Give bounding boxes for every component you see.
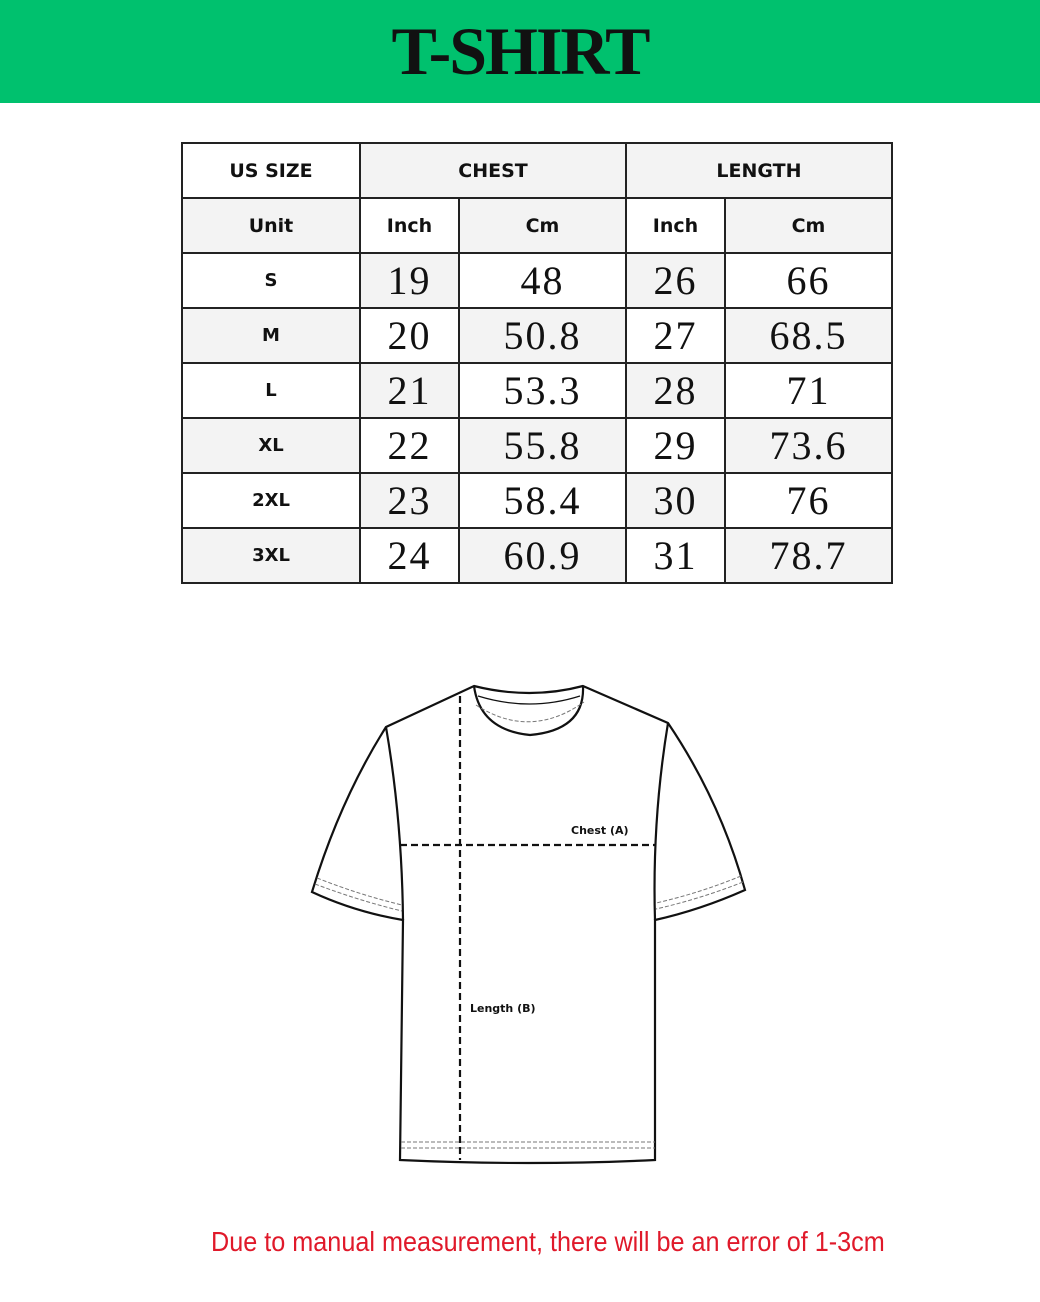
unit-chest-cm: Cm <box>457 197 627 254</box>
tshirt-outline <box>310 684 747 1165</box>
cell-size: XL <box>181 417 361 474</box>
page-title: T-SHIRT <box>391 13 650 89</box>
table-header-row: US SIZE CHEST LENGTH <box>181 142 894 199</box>
cell-length-inch: 26 <box>624 252 726 309</box>
stitch-lines <box>314 701 744 1149</box>
header-us-size: US SIZE <box>181 142 361 199</box>
cell-size: 3XL <box>181 527 361 584</box>
size-chart-table: US SIZE CHEST LENGTH Unit Inch Cm Inch C… <box>181 142 894 584</box>
header-length: LENGTH <box>624 142 894 199</box>
cell-chest-inch: 21 <box>359 362 460 419</box>
measurement-note: Due to manual measurement, there will be… <box>211 1226 885 1257</box>
cell-chest-inch: 22 <box>359 417 460 474</box>
cell-length-cm: 71 <box>723 362 894 419</box>
cell-length-inch: 28 <box>624 362 726 419</box>
table-row: L 21 53.3 28 71 <box>181 362 894 419</box>
unit-length-inch: Inch <box>624 197 726 254</box>
header-chest: CHEST <box>359 142 627 199</box>
cell-chest-inch: 24 <box>359 527 460 584</box>
cell-chest-cm: 55.8 <box>457 417 627 474</box>
cell-chest-inch: 20 <box>359 307 460 364</box>
measure-lines <box>400 696 655 1160</box>
cell-length-inch: 29 <box>624 417 726 474</box>
cell-chest-cm: 50.8 <box>457 307 627 364</box>
unit-label: Unit <box>181 197 361 254</box>
table-row: 2XL 23 58.4 30 76 <box>181 472 894 529</box>
cell-length-cm: 78.7 <box>723 527 894 584</box>
chest-label: Chest (A) <box>571 824 629 837</box>
title-banner: T-SHIRT <box>0 0 1040 103</box>
cell-chest-cm: 58.4 <box>457 472 627 529</box>
cell-length-cm: 73.6 <box>723 417 894 474</box>
cell-size: 2XL <box>181 472 361 529</box>
cell-chest-cm: 60.9 <box>457 527 627 584</box>
cell-chest-cm: 53.3 <box>457 362 627 419</box>
unit-chest-inch: Inch <box>359 197 460 254</box>
cell-length-inch: 30 <box>624 472 726 529</box>
cell-size: S <box>181 252 361 309</box>
unit-length-cm: Cm <box>723 197 894 254</box>
table-row: S 19 48 26 66 <box>181 252 894 309</box>
table-row: 3XL 24 60.9 31 78.7 <box>181 527 894 584</box>
cell-chest-inch: 19 <box>359 252 460 309</box>
table-row: XL 22 55.8 29 73.6 <box>181 417 894 474</box>
cell-chest-cm: 48 <box>457 252 627 309</box>
cell-length-cm: 76 <box>723 472 894 529</box>
cell-length-inch: 27 <box>624 307 726 364</box>
cell-length-cm: 68.5 <box>723 307 894 364</box>
table-unit-row: Unit Inch Cm Inch Cm <box>181 197 894 254</box>
cell-size: L <box>181 362 361 419</box>
length-label: Length (B) <box>470 1002 536 1015</box>
cell-chest-inch: 23 <box>359 472 460 529</box>
cell-length-cm: 66 <box>723 252 894 309</box>
cell-size: M <box>181 307 361 364</box>
table-row: M 20 50.8 27 68.5 <box>181 307 894 364</box>
cell-length-inch: 31 <box>624 527 726 584</box>
